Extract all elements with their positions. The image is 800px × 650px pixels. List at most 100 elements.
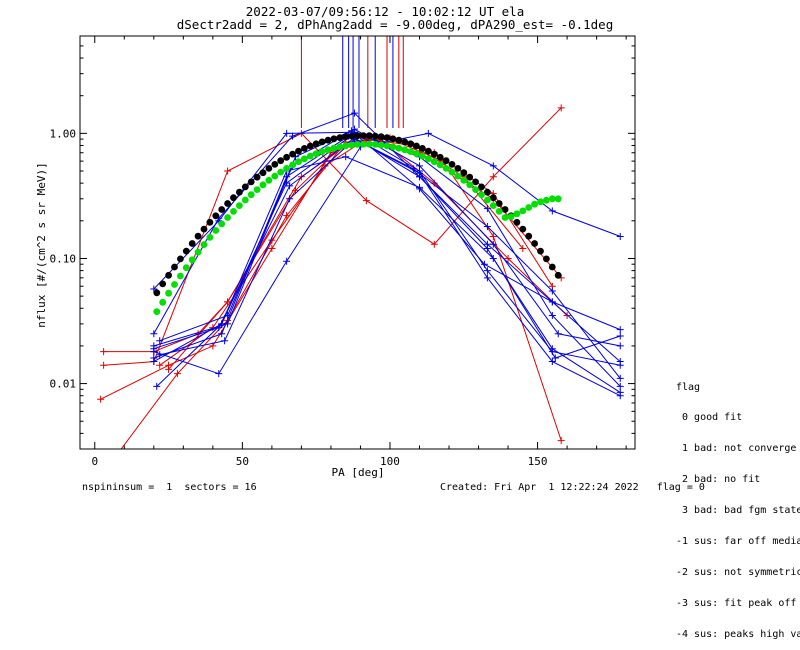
fit-point <box>277 157 285 165</box>
fit-point <box>389 143 397 151</box>
fit-point <box>236 188 243 196</box>
data-point <box>489 240 497 248</box>
fit-point <box>460 169 468 177</box>
fit-point <box>507 213 515 221</box>
data-point <box>483 223 491 231</box>
fit-point <box>265 165 273 172</box>
x-axis: 0 50 100 150 <box>91 36 627 468</box>
fit-point <box>159 298 167 306</box>
chart-title-line2: dSectr2add = 2, dPhAng2add = -9.00deg, d… <box>177 17 614 32</box>
data-point <box>286 182 294 190</box>
fit-point <box>171 263 178 271</box>
data-point <box>519 245 527 253</box>
fit-point <box>206 218 214 226</box>
data-point <box>289 132 297 140</box>
series-line <box>153 137 621 359</box>
fit-point <box>182 247 190 255</box>
fit-point <box>289 150 296 158</box>
fit-point <box>371 141 379 148</box>
series-line <box>100 135 568 400</box>
data-point <box>153 382 161 390</box>
fit-point <box>395 144 403 152</box>
chart: 2022-03-07/09:56:12 - 10:02:12 UT ela dS… <box>35 4 636 479</box>
fit-point <box>472 178 479 186</box>
fit-point <box>330 135 338 143</box>
fit-point <box>224 200 232 207</box>
fit-point <box>295 158 302 166</box>
fit-point <box>413 142 420 150</box>
fit-point <box>501 214 509 221</box>
fit-point <box>289 161 296 169</box>
data-point <box>554 330 562 338</box>
x-tick-label: 150 <box>528 455 548 468</box>
fit-point <box>519 225 527 233</box>
fit-point <box>543 255 550 263</box>
y-axis-label: nflux [#/(cm^2 s sr MeV)] <box>35 162 48 328</box>
fit-point <box>454 165 462 172</box>
fit-point <box>253 173 261 181</box>
fit-point <box>153 289 161 297</box>
fit-point <box>454 172 462 180</box>
fit-point <box>413 150 420 158</box>
fit-point <box>259 169 267 177</box>
legend-item: -1 sus: far off median <box>676 536 800 548</box>
fit-point <box>360 140 367 148</box>
fit-point <box>301 155 308 163</box>
fit-point <box>212 227 220 234</box>
legend-title: flag <box>676 381 701 393</box>
fit-point <box>312 140 320 148</box>
data-point <box>156 361 164 369</box>
fit-point <box>188 240 196 247</box>
fit-point <box>306 152 314 160</box>
fit-point <box>153 308 161 315</box>
fit-point <box>377 141 385 149</box>
fit-point <box>236 202 243 210</box>
fit-point <box>194 248 202 256</box>
data-point <box>616 232 624 240</box>
series-line <box>159 138 524 366</box>
series-line <box>159 138 621 397</box>
data-point <box>362 197 370 205</box>
fit-point <box>401 138 409 146</box>
fit-point <box>478 191 485 199</box>
fit-point <box>389 135 397 143</box>
data-point <box>97 395 105 403</box>
legend-item: -3 sus: fit peak off 90 <box>676 597 797 609</box>
legend-item: 2 bad: no fit <box>676 474 761 486</box>
data-point <box>150 345 158 353</box>
series-line <box>153 135 621 379</box>
data-point <box>489 173 497 181</box>
fit-point <box>218 206 226 213</box>
fit-point <box>525 204 533 211</box>
fit-point <box>318 138 326 146</box>
legend-item: -4 sus: peaks high var <box>676 628 800 640</box>
fit-point <box>442 157 450 165</box>
y-tick-label: 0.10 <box>50 252 77 265</box>
fit-point <box>436 161 444 169</box>
fit-point <box>171 281 178 288</box>
fit-point <box>383 142 391 150</box>
data-point <box>415 162 423 170</box>
fit-point <box>525 232 533 240</box>
legend-item: 1 bad: not converge <box>676 443 797 455</box>
fit-point <box>247 191 255 199</box>
data-point <box>283 129 291 137</box>
series-line <box>168 137 553 370</box>
fit-point <box>206 234 214 241</box>
data-point <box>616 374 624 382</box>
data-point <box>156 351 164 359</box>
fit-point <box>188 256 196 264</box>
data-point <box>415 183 423 191</box>
fit-point <box>348 141 355 149</box>
fit-point <box>531 200 538 208</box>
footer-right: Created: Fri Apr 1 12:22:24 2022 flag = … <box>440 482 705 493</box>
fit-point <box>513 210 521 218</box>
data-point <box>268 245 276 253</box>
data-point <box>424 129 432 137</box>
x-tick-label: 50 <box>236 455 249 468</box>
fit-point <box>495 208 503 215</box>
fit-point <box>365 132 373 140</box>
data-point <box>548 312 556 320</box>
data-point <box>115 449 122 456</box>
fit-point <box>466 181 474 189</box>
